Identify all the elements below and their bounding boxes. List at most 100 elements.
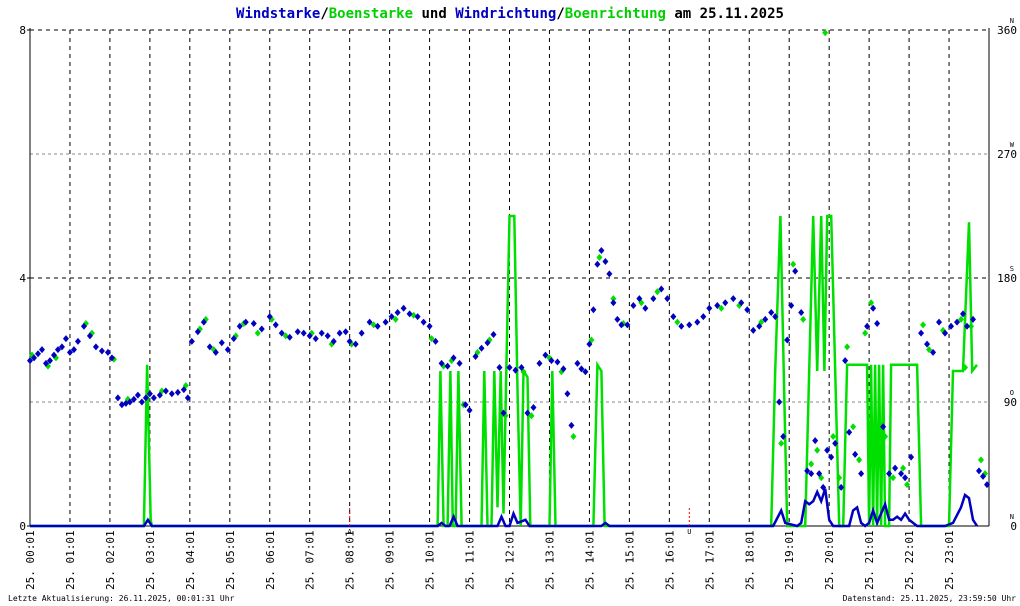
direction-point (80, 322, 87, 330)
footer-left: Letzte Aktualisierung: 26.11.2025, 00:01… (8, 594, 235, 603)
direction-point (242, 318, 249, 326)
direction-point (194, 328, 201, 336)
direction-point (180, 386, 187, 394)
direction-point (564, 390, 571, 398)
direction-point (472, 353, 479, 361)
gust-direction-point (800, 315, 807, 323)
gust-direction-point (392, 315, 399, 323)
direction-point (336, 329, 343, 337)
x-axis-labels: 25. 00:01 25. 01:01 25. 02:01 25. 03:01 25. … (24, 530, 956, 590)
direction-point (842, 357, 849, 365)
direction-point (630, 302, 637, 310)
direction-point (602, 257, 609, 265)
direction-point (138, 398, 145, 406)
series-line-windstarke (30, 488, 979, 528)
x-tick-label: 25. 20:01 (823, 530, 836, 590)
direction-point (266, 313, 273, 321)
direction-point (352, 340, 359, 348)
direction-point (394, 308, 401, 316)
gust-direction-point (904, 481, 911, 489)
direction-point (450, 354, 457, 362)
direction-point (42, 359, 49, 367)
direction-point (828, 453, 835, 461)
direction-point (858, 470, 865, 478)
direction-point (500, 409, 507, 417)
direction-point (548, 357, 555, 365)
direction-point (218, 339, 225, 347)
direction-point (948, 322, 955, 330)
direction-point (236, 322, 243, 330)
direction-point (432, 337, 439, 345)
direction-point (258, 325, 265, 333)
direction-point (382, 318, 389, 326)
direction-point (960, 310, 967, 318)
direction-point (610, 299, 617, 307)
direction-point (780, 432, 787, 440)
chart-title: Windstarke/Boenstarke und Windrichtung/B… (236, 6, 784, 22)
title-part-6: Boenrichtung (565, 6, 666, 22)
direction-point (824, 446, 831, 454)
direction-point (374, 322, 381, 330)
direction-point (706, 304, 713, 312)
direction-point (104, 348, 111, 356)
direction-point (870, 304, 877, 312)
direction-point (930, 348, 937, 356)
direction-point (694, 318, 701, 326)
direction-point (536, 359, 543, 367)
direction-point (642, 304, 649, 312)
direction-point (212, 348, 219, 356)
direction-point (568, 421, 575, 429)
gust-direction-point (830, 432, 837, 440)
direction-point (98, 347, 105, 355)
direction-point (206, 343, 213, 351)
x-tick-label: 25. 15:01 (623, 530, 636, 590)
direction-point (200, 318, 207, 326)
direction-point (406, 310, 413, 318)
gust-direction-point (890, 474, 897, 482)
x-tick-label: 25. 00:01 (24, 530, 37, 590)
gust-direction-point (570, 432, 577, 440)
x-tick-label: 25. 11:01 (464, 530, 477, 590)
direction-point (594, 260, 601, 268)
x-tick-label: 25. 10:01 (424, 530, 437, 590)
gust-direction-point (856, 456, 863, 464)
direction-point (874, 319, 881, 327)
direction-point (976, 467, 983, 475)
direction-point (614, 315, 621, 323)
direction-point (150, 394, 157, 402)
direction-point (700, 313, 707, 321)
direction-point (324, 332, 331, 340)
direction-point (714, 302, 721, 310)
x-tick-label: 25. 14:01 (583, 530, 596, 590)
direction-point (272, 321, 279, 329)
gust-direction-point (718, 304, 725, 312)
gust-direction-point (596, 253, 603, 261)
direction-point (918, 329, 925, 337)
direction-point (892, 464, 899, 472)
direction-point (554, 358, 561, 366)
gust-direction-point (926, 346, 933, 354)
direction-point (146, 390, 153, 398)
gust-direction-point (844, 343, 851, 351)
direction-point (66, 348, 73, 356)
direction-point (286, 333, 293, 341)
direction-point (456, 359, 463, 367)
direction-point (750, 326, 757, 334)
y-left-tick-label: 0 (19, 520, 26, 533)
direction-point (414, 313, 421, 321)
direction-point (130, 395, 137, 403)
title-part-7: am 25.11.2025 (666, 6, 784, 22)
direction-point (230, 335, 237, 343)
direction-point (852, 450, 859, 458)
direction-point (506, 364, 513, 372)
direction-point (936, 318, 943, 326)
direction-point (722, 299, 729, 307)
x-tick-label: 25. 07:01 (304, 530, 317, 590)
direction-point (46, 357, 53, 365)
direction-point (816, 470, 823, 478)
x-tick-label: 25. 12:01 (504, 530, 517, 590)
y-left-tick-label: 4 (19, 272, 26, 285)
direction-point (484, 339, 491, 347)
